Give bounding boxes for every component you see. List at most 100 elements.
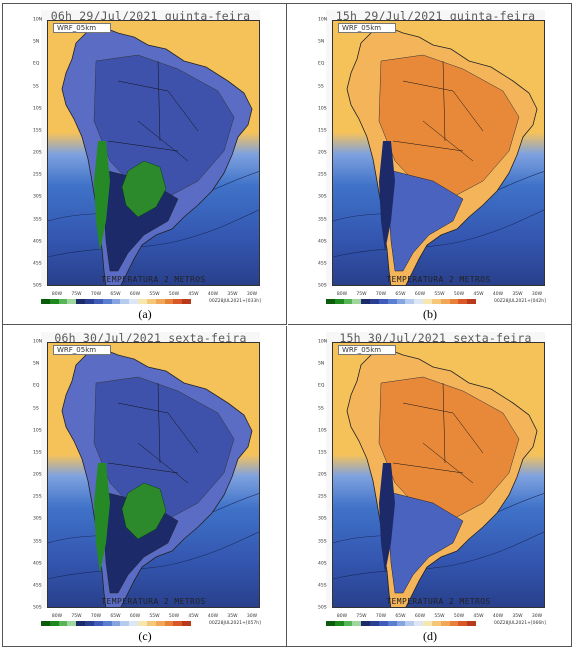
run-stamp: 00Z28JUL2021+[042h] (494, 299, 546, 304)
longitude-tick: 65W (110, 614, 121, 619)
colorbar-swatch (155, 299, 165, 304)
colorbar (326, 299, 477, 304)
colorbar-swatch (467, 299, 477, 304)
colorbar-swatch (102, 621, 112, 626)
temperature-map (48, 343, 259, 607)
run-stamp: 00Z28JUL2021+[066h] (494, 621, 546, 626)
longitude-tick: 55W (149, 614, 160, 619)
latitude-tick: EQ (318, 61, 325, 67)
colorbar-swatch (76, 299, 86, 304)
latitude-tick: 5S (318, 84, 324, 89)
longitude-tick: 35W (227, 292, 238, 297)
andes-frost-strip (94, 463, 110, 573)
state-borders (392, 60, 484, 162)
colorbar-swatch (423, 299, 432, 304)
map-plot: WRF_05km TEMPERATURA 2 METROS (47, 20, 260, 286)
colorbar-swatch (85, 621, 94, 626)
longitude-tick: 40W (492, 292, 504, 297)
mild-region (93, 376, 235, 520)
colorbar (326, 621, 477, 626)
colorbar (41, 299, 192, 304)
state-borders (107, 382, 199, 484)
latitude-tick: 35S (318, 539, 327, 544)
colorbar-swatch (102, 299, 112, 304)
longitude-tick: 50W (168, 292, 180, 297)
colorbar-swatch (334, 299, 344, 304)
latitude-tick: 5S (33, 84, 39, 89)
model-label: WRF_05km (338, 345, 397, 355)
latitude-tick: 45S (318, 261, 327, 267)
colorbar-swatch (111, 299, 121, 304)
latitude-tick: 35S (33, 539, 42, 544)
longitude-tick: 70W (375, 292, 387, 297)
colorbar-swatch (449, 299, 459, 304)
model-label: WRF_05km (338, 23, 397, 33)
latitude-tick: 50S (318, 605, 327, 611)
latitude-tick: 20S (318, 150, 327, 156)
hot-region (378, 54, 520, 198)
frost-region (121, 160, 167, 218)
temperature-map (48, 21, 259, 285)
longitude-tick: 65W (110, 292, 121, 297)
latitude-tick: 20S (33, 150, 42, 156)
longitude-tick: 40W (207, 292, 219, 297)
isotherm-contour (333, 531, 544, 580)
andes-cold-strip (379, 141, 395, 251)
panel-title: 06h 29/Jul/2021 quinta-feira (50, 9, 251, 23)
colorbar-swatch (467, 621, 477, 626)
longitude-tick: 50W (453, 614, 465, 619)
latitude-tick: 10N (33, 17, 43, 23)
colorbar-swatch (370, 621, 379, 626)
map-panel: 06h 30/Jul/2021 sexta-feira WRF_05km TEMPE… (3, 326, 287, 647)
isotherm-contour (48, 531, 259, 580)
map-panel: 15h 30/Jul/2021 sexta-feira WRF_05km TEMPE… (288, 326, 572, 647)
longitude-tick: 55W (434, 292, 445, 297)
latitude-tick: 20S (318, 472, 327, 478)
colorbar-swatch (182, 299, 192, 304)
run-stamp: 00Z28JUL2021+[033h] (209, 299, 261, 304)
longitude-tick: 40W (207, 614, 219, 619)
colorbar-swatch (67, 299, 77, 304)
map-frame: 06h 29/Jul/2021 quinta-feira WRF_05km TEMP… (33, 9, 261, 304)
longitude-tick: 80W (336, 292, 348, 297)
latitude-tick: 15S (318, 450, 327, 456)
panel-letter: (c) (138, 629, 152, 643)
colorbar-swatch (458, 299, 468, 304)
colorbar-swatch (173, 299, 183, 304)
colorbar-swatch (431, 299, 441, 304)
longitude-tick: 60W (129, 614, 141, 619)
colorbar-swatch (120, 299, 130, 304)
longitude-tick: 75W (71, 614, 82, 619)
longitude-tick: 60W (414, 614, 426, 619)
latitude-tick: 5N (33, 361, 40, 367)
map-plot: WRF_05km TEMPERATURA 2 METROS (332, 20, 545, 286)
latitude-tick: 25S (33, 494, 42, 500)
colorbar-swatch (423, 621, 432, 626)
colorbar-swatch (378, 621, 388, 626)
longitude-tick: 40W (492, 614, 504, 619)
latitude-tick: 45S (33, 583, 42, 589)
latitude-tick: 10S (33, 428, 42, 434)
longitude-tick: 80W (51, 292, 63, 297)
longitude-tick: 60W (129, 292, 141, 297)
latitude-tick: 50S (33, 283, 42, 289)
latitude-tick: 40S (33, 239, 42, 245)
latitude-tick: 15S (33, 450, 42, 456)
colorbar-swatch (396, 621, 406, 626)
colorbar-swatch (458, 621, 468, 626)
latitude-tick: 35S (318, 217, 327, 222)
state-borders (392, 382, 484, 484)
latitude-tick: 10S (318, 106, 327, 112)
colorbar-swatch (343, 621, 353, 626)
colorbar-swatch (138, 299, 147, 304)
latitude-tick: 40S (318, 239, 327, 245)
colorbar-swatch (361, 299, 371, 304)
longitude-tick: 70W (90, 614, 102, 619)
panel-letter: (d) (423, 629, 437, 643)
state-borders (107, 60, 199, 162)
cool-south-region (388, 492, 464, 594)
map-panel: 06h 29/Jul/2021 quinta-feira WRF_05km TEMP… (3, 4, 287, 325)
longitude-tick: 45W (188, 292, 199, 297)
colorbar-swatch (85, 299, 94, 304)
latitude-tick: 10N (33, 339, 43, 345)
